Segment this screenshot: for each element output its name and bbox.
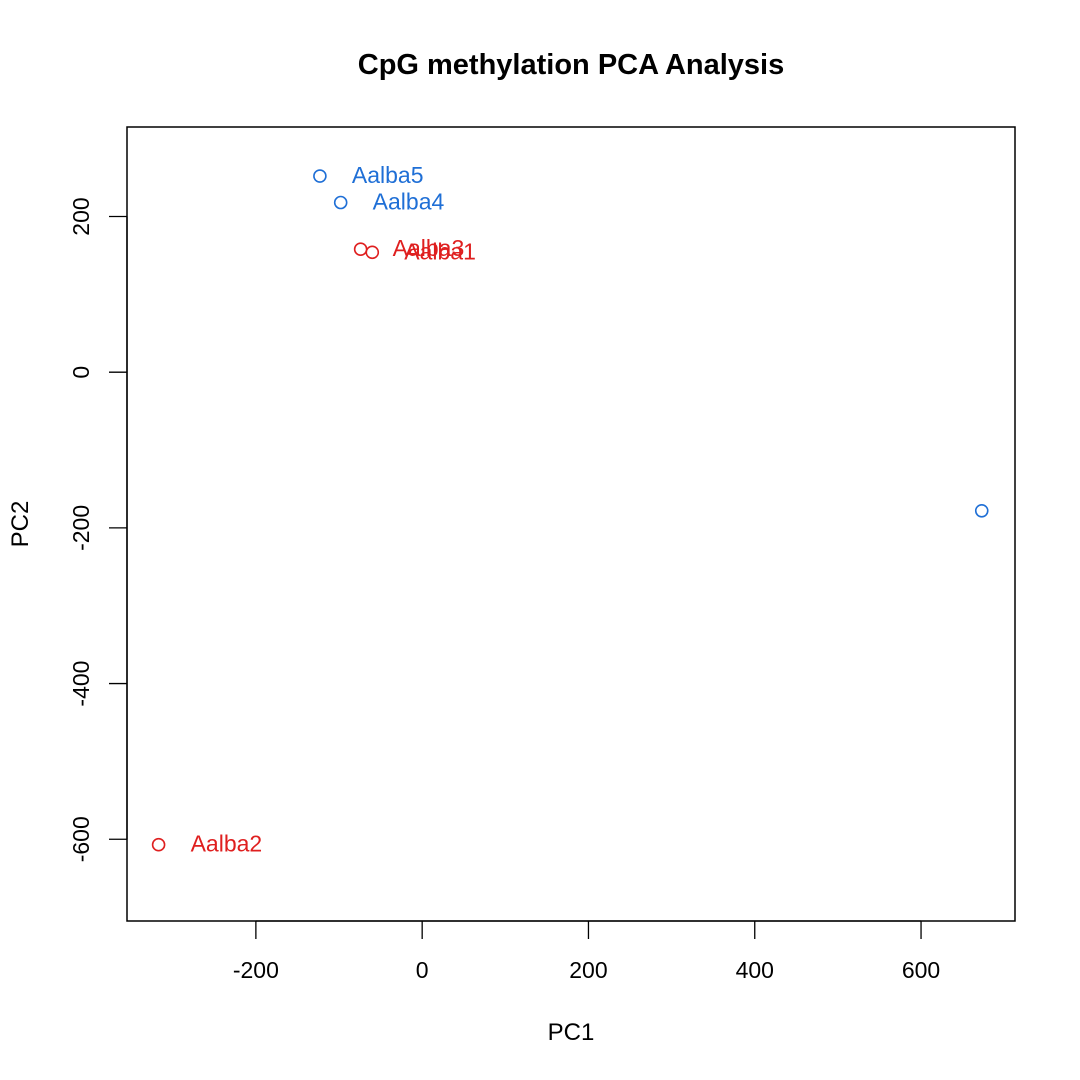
x-tick-label: 200 [569,957,607,983]
x-tick-label: -200 [233,957,279,983]
point-label: Aalba5 [352,162,424,188]
y-tick-label: -600 [68,816,94,862]
y-tick-label: 0 [68,366,94,379]
data-point [974,503,989,518]
data-point [353,242,368,257]
y-tick-label: -200 [68,505,94,551]
x-tick-label: 600 [902,957,940,983]
plot-frame [126,126,1016,922]
y-tick-label: 200 [68,197,94,235]
x-tick-label: 0 [416,957,429,983]
point-label: Aalba1 [404,238,476,264]
chart-title: CpG methylation PCA Analysis [358,49,785,81]
y-axis: -600 -400 -200 0 200 [68,197,128,862]
y-axis-label: PC2 [7,501,34,548]
data-point [151,837,166,852]
data-point [365,245,380,260]
data-point [333,195,348,210]
point-label: Aalba4 [373,189,445,215]
point-label: Aalba2 [191,831,263,857]
data-point [313,169,327,183]
point-label: Aalba3 [393,235,465,261]
y-tick-label: -400 [68,661,94,707]
x-axis: -200 0 200 400 600 [233,920,940,983]
x-axis-label: PC1 [548,1019,595,1046]
x-tick-label: 400 [736,957,774,983]
